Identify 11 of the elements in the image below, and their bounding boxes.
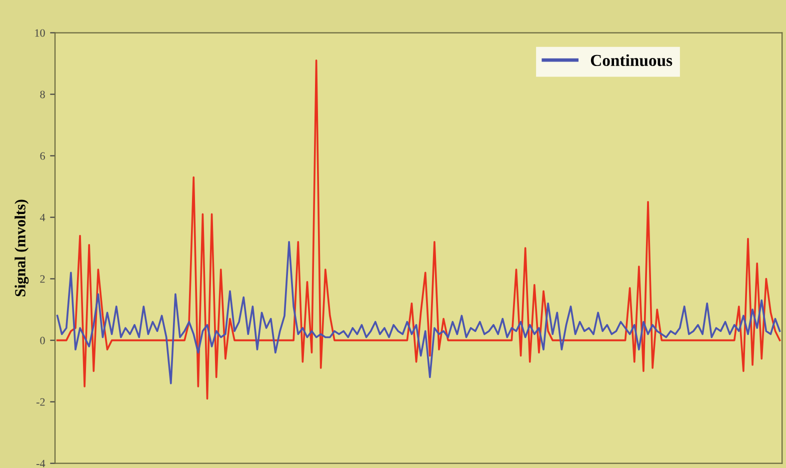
y-tick-label: 8 [40, 90, 45, 98]
y-tick-label: 0 [40, 336, 45, 344]
y-tick-label: -2 [36, 398, 45, 406]
y-tick-label: 2 [40, 275, 45, 283]
legend-label: Continuous [590, 54, 672, 66]
line-series [56, 240, 781, 384]
y-tick-label: -4 [36, 460, 46, 468]
y-tick-label: 6 [40, 152, 45, 160]
y-axis-title: Signal (mvolts) [14, 200, 29, 296]
y-tick-label: 4 [40, 214, 46, 222]
y-tick-label: 10 [35, 29, 45, 37]
